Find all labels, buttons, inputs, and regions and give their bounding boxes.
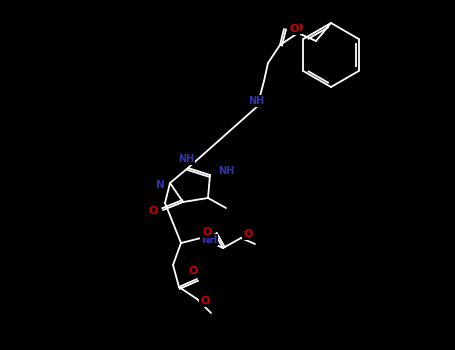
Text: NH: NH [201, 235, 217, 245]
Text: NH: NH [248, 96, 264, 106]
Text: O: O [200, 296, 210, 306]
Text: O: O [289, 24, 298, 34]
Text: NH: NH [178, 154, 194, 164]
Text: O: O [243, 229, 253, 239]
Text: N: N [156, 180, 164, 190]
Text: O: O [202, 227, 212, 237]
Text: O: O [148, 206, 158, 216]
Text: O: O [188, 266, 197, 276]
Text: O: O [293, 23, 303, 33]
Text: NH: NH [218, 166, 234, 176]
